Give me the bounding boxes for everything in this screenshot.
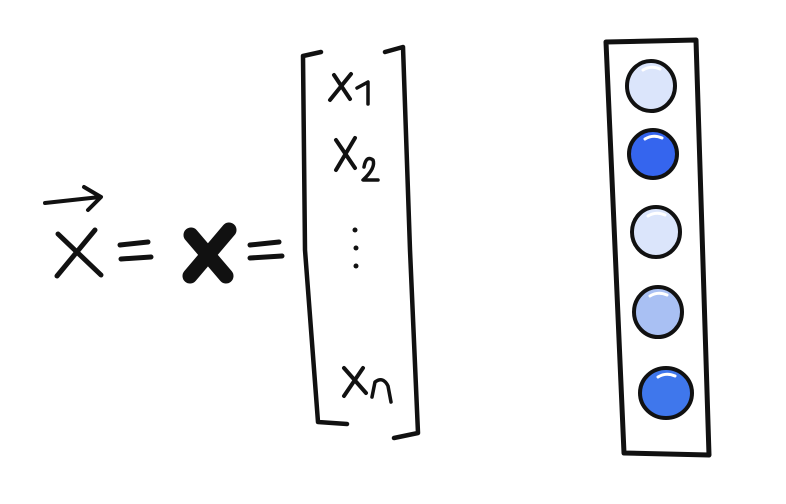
neuron-node-highlight <box>641 65 662 72</box>
entry-x2 <box>334 136 380 182</box>
neuron-nodes <box>625 59 694 420</box>
neuron-node-highlight <box>646 211 667 218</box>
vector-arrow-icon <box>43 185 103 212</box>
entry-ellipsis <box>352 227 359 269</box>
neuron-node-1 <box>625 59 677 113</box>
vector-x-symbol <box>43 185 104 279</box>
equals-1-text: = <box>0 0 1 1</box>
neuron-node-highlight <box>656 372 677 379</box>
neuron-node-highlight <box>648 291 669 298</box>
bold-x-symbol <box>182 222 237 284</box>
equals-sign-1 <box>117 239 154 262</box>
entry-x1 <box>328 72 370 106</box>
equals-sign-2 <box>247 239 285 261</box>
neuron-node-5 <box>638 366 694 420</box>
neuron-node-3 <box>630 205 682 259</box>
entry-xn <box>342 366 393 404</box>
right-bracket <box>382 44 421 441</box>
neuron-column-frame <box>603 37 712 458</box>
vector-x-strokes <box>54 227 104 279</box>
neuron-node-2 <box>627 128 679 180</box>
neuron-node-4 <box>632 285 684 339</box>
left-bracket <box>300 49 350 427</box>
neuron-node-highlight <box>643 134 664 141</box>
